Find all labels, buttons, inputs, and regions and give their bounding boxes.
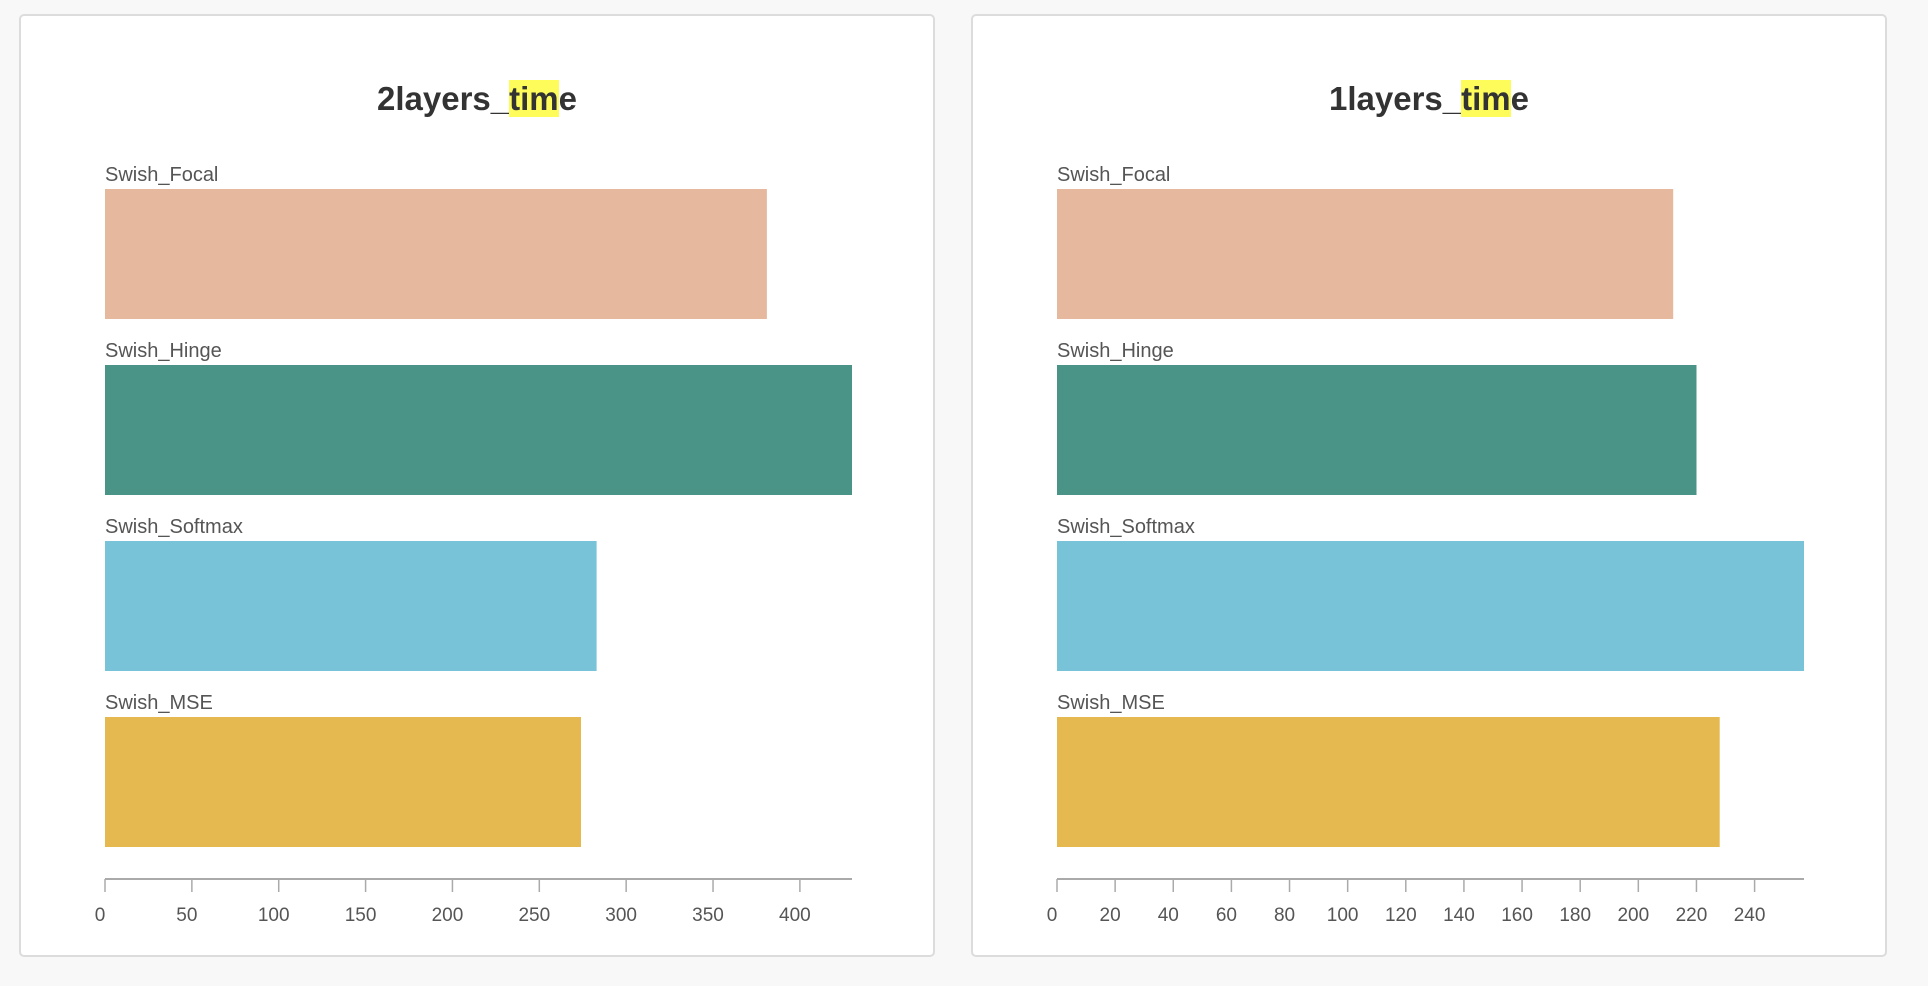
- x-tick-label: 100: [258, 905, 290, 926]
- x-tick-label: 120: [1385, 905, 1417, 926]
- chart-title-suffix: e: [558, 80, 577, 117]
- bar-chart-svg: Swish_Focal Swish_Hinge Swish_Softmax Swish…: [1047, 164, 1804, 926]
- bar: [1057, 717, 1720, 847]
- bar-chart-svg: Swish_Focal Swish_Hinge Swish_Softmax Swish…: [95, 164, 852, 926]
- x-tick-label: 250: [518, 905, 550, 926]
- category-label: Swish_MSE: [105, 692, 213, 714]
- chart-title: 1layers_time: [973, 80, 1885, 118]
- bar: [105, 365, 852, 495]
- x-tick-label: 20: [1100, 905, 1121, 926]
- chart-panel: 2layers_time Swish_Focal Swish_Hinge Swish…: [19, 14, 935, 957]
- bar: [105, 717, 581, 847]
- x-tick-label: 50: [176, 905, 197, 926]
- bar: [105, 541, 597, 671]
- chart-title-suffix: e: [1510, 80, 1529, 117]
- category-label: Swish_MSE: [1057, 692, 1165, 714]
- x-tick-label: 220: [1676, 905, 1708, 926]
- x-tick-label: 80: [1274, 905, 1295, 926]
- bar: [1057, 189, 1674, 319]
- x-tick-label: 150: [345, 905, 377, 926]
- x-tick-label: 180: [1559, 905, 1591, 926]
- x-tick-label: 300: [605, 905, 637, 926]
- chart-title: 2layers_time: [21, 80, 933, 118]
- x-tick-label: 60: [1216, 905, 1237, 926]
- x-tick-label: 200: [1617, 905, 1649, 926]
- category-label: Swish_Softmax: [1057, 516, 1195, 538]
- chart-title-prefix: 1layers_: [1329, 80, 1462, 117]
- category-label: Swish_Focal: [1057, 164, 1170, 186]
- x-tick-label: 240: [1734, 905, 1766, 926]
- bar: [1057, 365, 1697, 495]
- x-tick-label: 140: [1443, 905, 1475, 926]
- x-tick-label: 100: [1327, 905, 1359, 926]
- x-tick-label: 0: [1047, 905, 1058, 926]
- chart-panel: 1layers_time Swish_Focal Swish_Hinge Swish…: [971, 14, 1887, 957]
- category-label: Swish_Softmax: [105, 516, 243, 538]
- bar: [105, 189, 767, 319]
- category-label: Swish_Hinge: [1057, 340, 1174, 362]
- chart-title-highlight: tim: [1461, 80, 1511, 117]
- chart-title-highlight: tim: [509, 80, 559, 117]
- x-tick-label: 40: [1158, 905, 1179, 926]
- bar: [1057, 541, 1804, 671]
- chart-title-prefix: 2layers_: [377, 80, 510, 117]
- x-tick-label: 0: [95, 905, 106, 926]
- x-tick-label: 350: [692, 905, 724, 926]
- x-tick-label: 400: [779, 905, 811, 926]
- category-label: Swish_Focal: [105, 164, 218, 186]
- x-tick-label: 200: [432, 905, 464, 926]
- x-tick-label: 160: [1501, 905, 1533, 926]
- category-label: Swish_Hinge: [105, 340, 222, 362]
